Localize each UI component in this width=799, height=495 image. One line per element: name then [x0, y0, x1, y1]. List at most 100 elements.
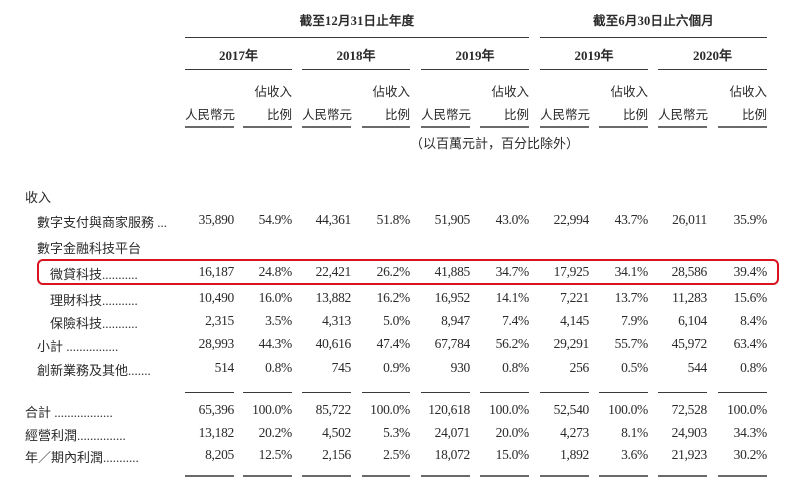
sub-header-ratio-line1: 佔收入 — [610, 85, 648, 99]
cell: 28,586 — [671, 264, 708, 279]
cell: 55.7% — [614, 336, 649, 351]
year-rule-h1-2020 — [658, 69, 767, 70]
cell: 24,903 — [671, 425, 708, 440]
cell: 24,071 — [434, 425, 471, 440]
year-rule-h1-2019 — [540, 69, 648, 70]
cell: 4,273 — [560, 425, 589, 440]
sub-header-ratio-line1: 佔收入 — [372, 85, 410, 99]
sub-header-amount: 人民幣元 — [658, 108, 709, 122]
cell: 100.0% — [608, 402, 648, 417]
row-label: 小計 ................ — [37, 339, 119, 354]
cell: 26.2% — [376, 264, 411, 279]
cell: 16.2% — [376, 290, 411, 305]
year-header-2017: 2017年 — [218, 48, 258, 63]
year-rule-2017 — [185, 69, 292, 70]
cell: 6,104 — [678, 313, 707, 328]
cell: 63.4% — [733, 336, 768, 351]
cell: 100.0% — [727, 402, 767, 417]
cell: 47.4% — [376, 336, 411, 351]
cell: 12.5% — [258, 447, 293, 462]
total-rule — [599, 392, 648, 393]
sub-rule — [243, 126, 292, 128]
cell: 54.9% — [258, 212, 293, 227]
row-label: 創新業務及其他....... — [37, 363, 151, 378]
year-header-h1-2019: 2019年 — [574, 48, 614, 63]
cell: 15.6% — [733, 290, 768, 305]
cell: 24.8% — [258, 264, 293, 279]
cell: 544 — [687, 360, 708, 375]
cell: 8.1% — [621, 425, 648, 440]
cell: 4,313 — [322, 313, 351, 328]
cell: 22,421 — [315, 264, 352, 279]
sub-rule — [718, 126, 767, 128]
bottom-rule — [185, 475, 234, 477]
sub-rule — [480, 126, 529, 128]
cell: 7.9% — [621, 313, 648, 328]
cell: 15.0% — [495, 447, 530, 462]
total-rule — [658, 392, 707, 393]
cell: 0.5% — [621, 360, 648, 375]
cell: 930 — [450, 360, 471, 375]
sub-rule — [362, 126, 410, 128]
cell: 35.9% — [733, 212, 768, 227]
cell: 8,947 — [441, 313, 470, 328]
cell: 3.5% — [265, 313, 292, 328]
group-rule-six-months — [540, 37, 767, 38]
sub-header-amount: 人民幣元 — [185, 108, 236, 122]
row-label: 保險科技........... — [50, 316, 138, 331]
year-header-2019: 2019年 — [455, 48, 495, 63]
group-rule-annual — [185, 37, 529, 38]
section-label-revenue: 收入 — [25, 190, 52, 205]
bottom-rule — [302, 475, 351, 477]
unit-note: （以百萬元計，百分比除外） — [410, 136, 580, 151]
cell: 20.0% — [495, 425, 530, 440]
highlight-box — [37, 259, 779, 285]
cell: 44,361 — [315, 212, 352, 227]
bottom-rule — [421, 475, 470, 477]
total-rule — [421, 392, 470, 393]
cell: 100.0% — [252, 402, 292, 417]
cell: 0.8% — [502, 360, 529, 375]
bottom-rule — [362, 475, 410, 477]
bottom-rule — [599, 475, 648, 477]
sub-header-amount: 人民幣元 — [302, 108, 353, 122]
cell: 5.0% — [383, 313, 410, 328]
cell: 16,187 — [198, 264, 235, 279]
cell: 44.3% — [258, 336, 293, 351]
sub-header-ratio-line2: 比例 — [384, 108, 410, 122]
year-rule-2019 — [421, 69, 529, 70]
cell: 120,618 — [428, 402, 470, 417]
cell: 22,994 — [553, 212, 590, 227]
cell: 35,890 — [198, 212, 235, 227]
cell: 26,011 — [672, 212, 707, 227]
cell: 7.4% — [502, 313, 529, 328]
sub-header-amount: 人民幣元 — [421, 108, 472, 122]
cell: 8.4% — [740, 313, 767, 328]
sub-rule — [658, 126, 707, 128]
total-rule — [718, 392, 767, 393]
cell: 10,490 — [198, 290, 235, 305]
sub-header-amount: 人民幣元 — [540, 108, 591, 122]
group-header-annual: 截至12月31日止年度 — [299, 14, 415, 28]
cell: 18,072 — [434, 447, 471, 462]
cell: 4,502 — [322, 425, 351, 440]
cell: 100.0% — [489, 402, 529, 417]
cell: 745 — [331, 360, 352, 375]
cell: 8,205 — [205, 447, 234, 462]
cell: 2,156 — [322, 447, 351, 462]
cell: 72,528 — [671, 402, 708, 417]
cell: 3.6% — [621, 447, 648, 462]
cell: 0.8% — [740, 360, 767, 375]
cell: 51.8% — [376, 212, 411, 227]
cell: 29,291 — [553, 336, 590, 351]
cell: 67,784 — [434, 336, 471, 351]
cell: 13,182 — [198, 425, 235, 440]
cell: 11,283 — [672, 290, 707, 305]
cell: 13,882 — [315, 290, 352, 305]
total-rule — [243, 392, 292, 393]
sub-rule — [185, 126, 234, 128]
sub-header-ratio-line2: 比例 — [741, 108, 767, 122]
cell: 30.2% — [733, 447, 768, 462]
total-rule — [185, 392, 234, 393]
cell: 85,722 — [315, 402, 352, 417]
